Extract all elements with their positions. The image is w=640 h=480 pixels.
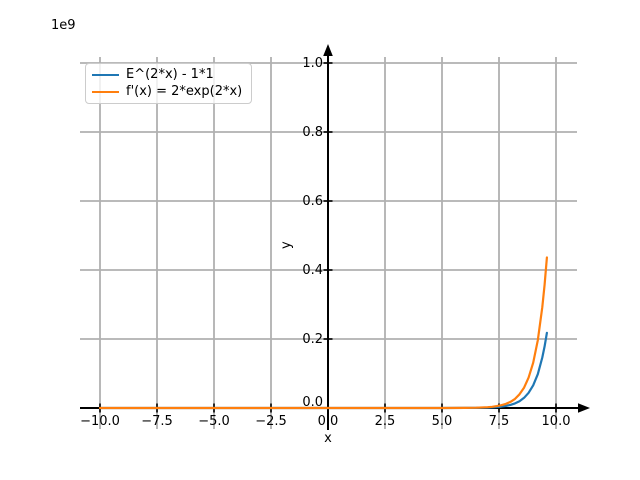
- x-tick-label: 7.5: [488, 414, 510, 429]
- x-tick-label: −7.5: [141, 414, 173, 429]
- legend-line-icon: [92, 91, 119, 93]
- x-axis-label: x: [324, 431, 332, 446]
- y-axis-offset-label: 1e9: [51, 18, 76, 33]
- x-tick-label: 2.5: [374, 414, 396, 429]
- curve-series-0: [98, 331, 549, 410]
- legend-entry-label: E^(2*x) - 1*1: [126, 67, 214, 82]
- x-tick-label: −10.0: [80, 414, 120, 429]
- legend-entry-label: f'(x) = 2*exp(2*x): [126, 84, 243, 99]
- y-tick-label: 0.0: [302, 395, 323, 410]
- legend-entry: E^(2*x) - 1*1: [92, 68, 242, 82]
- x-tick-label: −2.5: [255, 414, 287, 429]
- y-tick-label: 0.8: [302, 125, 323, 140]
- x-tick-label: −5.0: [198, 414, 230, 429]
- x-axis-arrow-icon: [578, 403, 590, 413]
- legend: E^(2*x) - 1*1 f'(x) = 2*exp(2*x): [85, 63, 253, 104]
- x-tick-label: 5.0: [431, 414, 453, 429]
- legend-entry: f'(x) = 2*exp(2*x): [92, 85, 242, 99]
- y-tick-label: 0.2: [302, 332, 323, 347]
- legend-line-icon: [92, 74, 119, 76]
- y-tick-label: 0.4: [302, 263, 323, 278]
- curve-series-1: [98, 256, 549, 410]
- y-axis-arrow-icon: [323, 44, 333, 56]
- y-tick-label: 0.6: [302, 194, 323, 209]
- x-tick-label: 10.0: [541, 414, 571, 429]
- y-axis-label: y: [279, 241, 294, 249]
- y-tick-label: 1.0: [302, 56, 323, 71]
- x-tick-label: 0.0: [317, 414, 339, 429]
